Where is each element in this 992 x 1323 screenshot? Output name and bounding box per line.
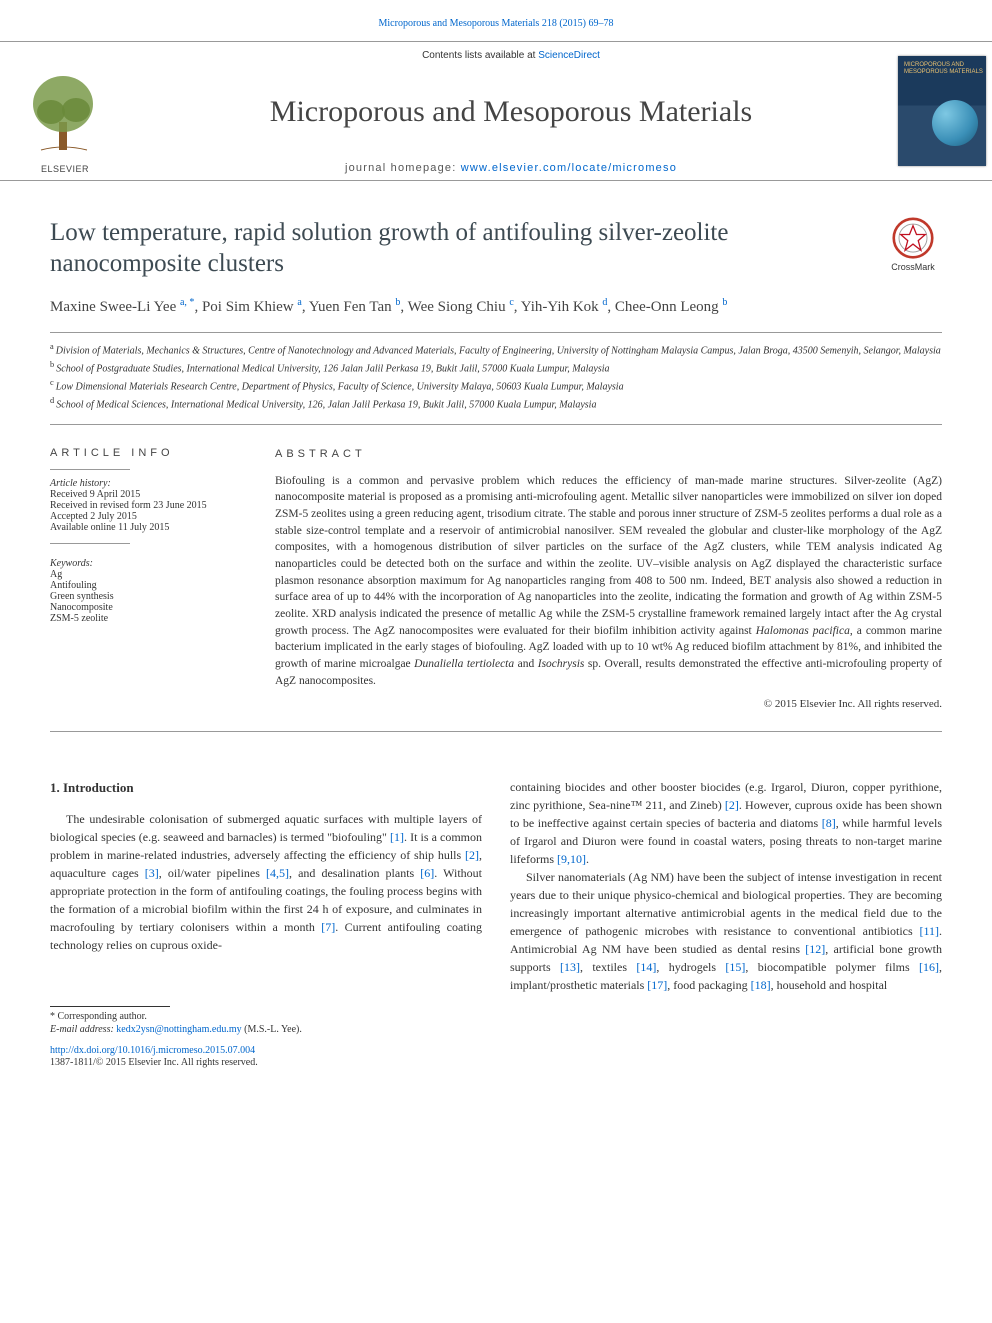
abstract: ABSTRACT Biofouling is a common and perv…: [275, 447, 942, 714]
journal-citation-link[interactable]: Microporous and Mesoporous Materials 218…: [379, 18, 614, 29]
author: Poi Sim Khiew a: [202, 299, 302, 315]
author: Wee Siong Chiu c: [408, 299, 514, 315]
journal-cover: MICROPOROUS AND MESOPOROUS MATERIALS: [892, 42, 992, 180]
keywords-list: AgAntifoulingGreen synthesisNanocomposit…: [50, 569, 245, 624]
issn-line: 1387-1811/© 2015 Elsevier Inc. All right…: [50, 1057, 942, 1068]
journal-title: Microporous and Mesoporous Materials: [140, 95, 882, 129]
history-item: Received 9 April 2015: [50, 489, 245, 500]
abstract-text: Biofouling is a common and pervasive pro…: [275, 473, 942, 690]
crossmark-badge[interactable]: CrossMark: [884, 217, 942, 272]
corresponding-email-link[interactable]: kedx2ysn@nottingham.edu.my: [116, 1024, 241, 1035]
author: Yuen Fen Tan b: [309, 299, 401, 315]
author-affil-sup: b: [395, 297, 400, 308]
sciencedirect-link[interactable]: ScienceDirect: [538, 50, 600, 61]
affiliation: a Division of Materials, Mechanics & Str…: [50, 341, 942, 358]
column-left: 1. Introduction The undesirable colonisa…: [50, 778, 482, 994]
history-item: Accepted 2 July 2015: [50, 511, 245, 522]
cover-label: MICROPOROUS AND MESOPOROUS MATERIALS: [904, 62, 986, 75]
history-item: Available online 11 July 2015: [50, 522, 245, 533]
affiliation: c Low Dimensional Materials Research Cen…: [50, 377, 942, 394]
ref-18[interactable]: [18]: [751, 978, 771, 992]
keyword: Green synthesis: [50, 591, 245, 602]
homepage-line: journal homepage: www.elsevier.com/locat…: [140, 162, 882, 174]
intro-para-2: Silver nanomaterials (Ag NM) have been t…: [510, 868, 942, 994]
author-affil-sup: d: [602, 297, 607, 308]
ref-8[interactable]: [8]: [822, 816, 836, 830]
affiliation: d School of Medical Sciences, Internatio…: [50, 395, 942, 412]
journal-citation: Microporous and Mesoporous Materials 218…: [0, 0, 992, 41]
keyword: ZSM-5 zeolite: [50, 613, 245, 624]
author-affil-sup: a, *: [180, 297, 194, 308]
ref-6[interactable]: [6]: [420, 866, 434, 880]
journal-homepage-link[interactable]: www.elsevier.com/locate/micromeso: [461, 162, 677, 174]
column-right: containing biocides and other booster bi…: [510, 778, 942, 994]
keyword: Ag: [50, 569, 245, 580]
history-list: Received 9 April 2015Received in revised…: [50, 489, 245, 533]
intro-para-1: The undesirable colonisation of submerge…: [50, 810, 482, 954]
corresponding-email-line: E-mail address: kedx2ysn@nottingham.edu.…: [50, 1024, 942, 1035]
crossmark-label: CrossMark: [884, 262, 942, 272]
article-info: ARTICLE INFO Article history: Received 9…: [50, 447, 245, 714]
publisher-label: ELSEVIER: [21, 164, 109, 174]
author-affil-sup: a: [297, 297, 301, 308]
intro-para-1-cont: containing biocides and other booster bi…: [510, 778, 942, 868]
author: Chee-Onn Leong b: [615, 299, 727, 315]
publisher-logo-block: ELSEVIER: [0, 42, 130, 180]
corresponding-author: * Corresponding author.: [50, 1011, 942, 1022]
ref-7[interactable]: [7]: [321, 920, 335, 934]
ref-17[interactable]: [17]: [647, 978, 667, 992]
ref-2b[interactable]: [2]: [725, 798, 739, 812]
affiliations: a Division of Materials, Mechanics & Str…: [50, 332, 942, 425]
ref-1[interactable]: [1]: [390, 830, 404, 844]
article-title: Low temperature, rapid solution growth o…: [50, 217, 866, 280]
ref-13[interactable]: [13]: [560, 960, 580, 974]
author-affil-sup: c: [509, 297, 513, 308]
affiliation: b School of Postgraduate Studies, Intern…: [50, 359, 942, 376]
doi-line: http://dx.doi.org/10.1016/j.micromeso.20…: [50, 1045, 942, 1056]
author-affil-sup: b: [722, 297, 727, 308]
header-center: Contents lists available at ScienceDirec…: [130, 42, 892, 180]
doi-link[interactable]: http://dx.doi.org/10.1016/j.micromeso.20…: [50, 1045, 255, 1056]
ref-4-5[interactable]: [4,5]: [266, 866, 289, 880]
ref-9-10[interactable]: [9,10]: [557, 852, 586, 866]
ref-15[interactable]: [15]: [725, 960, 745, 974]
page-footer: * Corresponding author. E-mail address: …: [0, 994, 992, 1092]
ref-14[interactable]: [14]: [636, 960, 656, 974]
article-info-heading: ARTICLE INFO: [50, 447, 245, 459]
author: Yih-Yih Kok d: [521, 299, 608, 315]
keyword: Antifouling: [50, 580, 245, 591]
ref-12[interactable]: [12]: [805, 942, 825, 956]
keyword: Nanocomposite: [50, 602, 245, 613]
author: Maxine Swee-Li Yee a, *: [50, 299, 194, 315]
body-columns: 1. Introduction The undesirable colonisa…: [0, 742, 992, 994]
ref-2[interactable]: [2]: [465, 848, 479, 862]
history-item: Received in revised form 23 June 2015: [50, 500, 245, 511]
ref-3[interactable]: [3]: [145, 866, 159, 880]
abstract-copyright: © 2015 Elsevier Inc. All rights reserved…: [275, 697, 942, 713]
ref-11[interactable]: [11]: [919, 924, 939, 938]
abstract-heading: ABSTRACT: [275, 447, 942, 463]
history-label: Article history:: [50, 478, 245, 489]
journal-header: ELSEVIER Contents lists available at Sci…: [0, 41, 992, 181]
section-heading-intro: 1. Introduction: [50, 778, 482, 798]
elsevier-tree-icon: [21, 64, 109, 164]
authors-line: Maxine Swee-Li Yee a, *, Poi Sim Khiew a…: [50, 296, 942, 318]
keywords-label: Keywords:: [50, 558, 245, 569]
journal-cover-thumb: MICROPOROUS AND MESOPOROUS MATERIALS: [898, 56, 986, 166]
contents-line: Contents lists available at ScienceDirec…: [140, 50, 882, 61]
ref-16[interactable]: [16]: [919, 960, 939, 974]
